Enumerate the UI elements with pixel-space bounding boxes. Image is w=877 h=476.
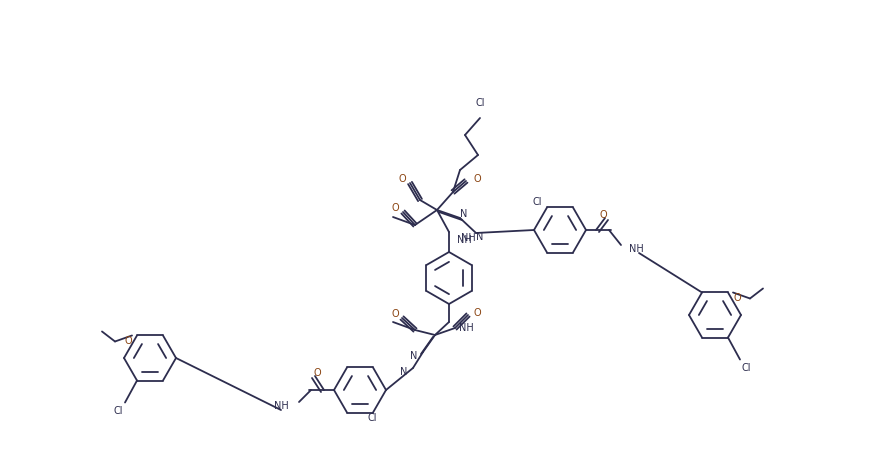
Text: O: O <box>398 174 406 184</box>
Text: O: O <box>125 337 132 347</box>
Text: O: O <box>313 368 321 378</box>
Text: NH: NH <box>629 244 644 254</box>
Text: O: O <box>474 308 481 318</box>
Text: N: N <box>410 351 417 361</box>
Text: N: N <box>476 232 484 242</box>
Text: O: O <box>473 174 481 184</box>
Text: O: O <box>391 203 399 213</box>
Text: Cl: Cl <box>475 98 485 108</box>
Text: Cl: Cl <box>368 413 377 423</box>
Text: N: N <box>460 209 467 219</box>
Text: Cl: Cl <box>742 363 752 373</box>
Text: Cl: Cl <box>532 198 542 208</box>
Text: N: N <box>400 367 407 377</box>
Text: NH: NH <box>457 235 472 245</box>
Text: O: O <box>733 294 740 304</box>
Text: O: O <box>391 309 399 319</box>
Text: NH: NH <box>459 323 474 333</box>
Text: O: O <box>599 210 607 220</box>
Text: Cl: Cl <box>113 406 123 416</box>
Text: NH: NH <box>275 401 289 411</box>
Text: NH: NH <box>461 233 475 243</box>
